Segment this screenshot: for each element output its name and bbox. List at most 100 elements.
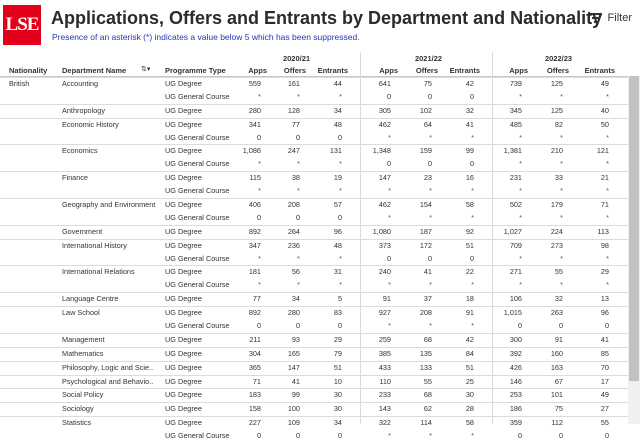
table-row[interactable]: UG General Course * * * * * * * * * bbox=[0, 279, 632, 292]
table-row[interactable]: Management UG Degree 211 93 29 259 68 42 300 91 41 bbox=[0, 332, 632, 347]
value-cell: 51 bbox=[465, 362, 474, 372]
table-row[interactable]: Anthropology UG Degree 280 128 34 305 102 32 345… bbox=[0, 103, 632, 118]
table-row[interactable]: Sociology UG Degree 158 100 30 143 62 28 186 75 27 bbox=[0, 402, 632, 416]
table-row[interactable]: UG General Course * * * 0 0 0 * * * bbox=[0, 253, 632, 266]
scrollbar-thumb[interactable] bbox=[629, 76, 639, 381]
value-cell: * bbox=[519, 212, 522, 222]
sort-icon[interactable]: ⇅▾ bbox=[141, 66, 151, 73]
value-cell: 25 bbox=[465, 376, 474, 386]
value-cell: 305 bbox=[378, 105, 391, 115]
table-row[interactable]: Social Policy UG Degree 183 99 30 233 68 30 253 1… bbox=[0, 388, 632, 402]
value-cell: * bbox=[519, 253, 522, 263]
col-header-entrants[interactable]: Entrants bbox=[449, 66, 480, 75]
value-cell: 0 bbox=[337, 212, 342, 222]
programme-cell: UG General Course bbox=[165, 91, 230, 101]
table-row[interactable]: UG General Course 0 0 0 * * * * * * bbox=[0, 132, 632, 145]
value-cell: 32 bbox=[554, 294, 563, 304]
col-header-entrants[interactable]: Entrants bbox=[317, 66, 348, 75]
col-header-department[interactable]: Department Name bbox=[62, 66, 127, 75]
table-row[interactable]: Psychological and Behavio.. UG Degree 71 41… bbox=[0, 374, 632, 389]
value-cell: * bbox=[560, 91, 563, 101]
table-row[interactable]: Finance UG Degree 115 38 19 147 23 16 231 33 21 bbox=[0, 171, 632, 185]
value-cell: 0 bbox=[604, 321, 609, 331]
year-divider bbox=[360, 52, 361, 424]
programme-cell: UG Degree bbox=[165, 362, 202, 372]
table-row[interactable]: UG General Course 0 0 0 * * * * * * bbox=[0, 212, 632, 225]
department-cell: Accounting bbox=[62, 79, 99, 88]
value-cell: 82 bbox=[554, 119, 563, 129]
table-row[interactable]: Economic History UG Degree 341 77 48 462 64 41 4… bbox=[0, 117, 632, 132]
value-cell: 0 bbox=[469, 91, 474, 101]
value-cell: 1,381 bbox=[503, 146, 522, 156]
value-cell: 44 bbox=[333, 79, 342, 88]
table-row[interactable]: British Accounting UG Degree 559 161 44 641 75 4… bbox=[0, 77, 632, 91]
value-cell: 16 bbox=[465, 173, 474, 183]
department-cell: Government bbox=[62, 226, 103, 236]
programme-cell: UG Degree bbox=[165, 418, 202, 428]
value-cell: * bbox=[606, 212, 609, 222]
col-header-offers[interactable]: Offers bbox=[415, 66, 438, 75]
value-cell: 41 bbox=[465, 119, 474, 129]
value-cell: 208 bbox=[287, 200, 300, 210]
table-row[interactable]: Government UG Degree 892 264 96 1,080 187 92 1,0… bbox=[0, 224, 632, 239]
table-row[interactable]: UG General Course 0 0 0 * * * 0 0 0 bbox=[0, 430, 632, 443]
col-header-programme[interactable]: Programme Type bbox=[165, 66, 226, 75]
value-cell: * bbox=[429, 431, 432, 441]
value-cell: 0 bbox=[517, 321, 522, 331]
value-cell: 0 bbox=[469, 253, 474, 263]
col-header-entrants[interactable]: Entrants bbox=[584, 66, 615, 75]
value-cell: 263 bbox=[550, 308, 563, 318]
value-cell: 70 bbox=[600, 362, 609, 372]
value-cell: * bbox=[606, 186, 609, 196]
table-row[interactable]: Mathematics UG Degree 304 165 79 385 135 84 392 1… bbox=[0, 346, 632, 361]
value-cell: 112 bbox=[551, 418, 563, 428]
programme-cell: UG Degree bbox=[165, 240, 202, 250]
table-row[interactable]: Law School UG Degree 892 280 83 927 208 91 1,015… bbox=[0, 306, 632, 320]
table-row[interactable]: UG General Course * * * 0 0 0 * * * bbox=[0, 158, 632, 171]
value-cell: 58 bbox=[465, 418, 474, 428]
table-row[interactable]: Language Centre UG Degree 77 34 5 91 37 18 106 32… bbox=[0, 292, 632, 306]
table-row[interactable]: International Relations UG Degree 181 56 31 2… bbox=[0, 265, 632, 279]
value-cell: 68 bbox=[423, 334, 432, 344]
value-cell: 0 bbox=[337, 132, 342, 142]
department-cell: Geography and Environment bbox=[62, 200, 156, 210]
table-row[interactable]: UG General Course 0 0 0 * * * 0 0 0 bbox=[0, 320, 632, 333]
col-header-offers[interactable]: Offers bbox=[546, 66, 569, 75]
value-cell: 264 bbox=[287, 226, 300, 236]
table-row[interactable]: Philosophy, Logic and Scie.. UG Degree 365… bbox=[0, 360, 632, 375]
table-row[interactable]: UG General Course * * * * * * * * * bbox=[0, 185, 632, 198]
value-cell: 0 bbox=[337, 431, 342, 441]
value-cell: * bbox=[471, 212, 474, 222]
value-cell: 739 bbox=[509, 79, 522, 88]
value-cell: 0 bbox=[295, 212, 300, 222]
programme-cell: UG General Course bbox=[165, 431, 230, 441]
value-cell: 21 bbox=[600, 173, 609, 183]
value-cell: 158 bbox=[248, 404, 261, 414]
value-cell: 280 bbox=[248, 105, 261, 115]
filter-button[interactable]: Filter bbox=[589, 12, 632, 24]
programme-cell: UG Degree bbox=[165, 267, 202, 277]
col-header-apps[interactable]: Apps bbox=[379, 66, 398, 75]
col-header-offers[interactable]: Offers bbox=[283, 66, 306, 75]
table-row[interactable]: Geography and Environment UG Degree 406 208… bbox=[0, 198, 632, 212]
vertical-scrollbar[interactable] bbox=[628, 76, 640, 424]
value-cell: 165 bbox=[287, 348, 300, 358]
value-cell: 27 bbox=[600, 404, 609, 414]
col-header-apps[interactable]: Apps bbox=[248, 66, 267, 75]
department-cell: International Relations bbox=[62, 267, 135, 277]
value-cell: 1,080 bbox=[372, 226, 391, 236]
table-row[interactable]: UG General Course * * * 0 0 0 * * * bbox=[0, 91, 632, 104]
value-cell: 91 bbox=[465, 308, 474, 318]
value-cell: * bbox=[471, 186, 474, 196]
value-cell: 128 bbox=[287, 105, 300, 115]
value-cell: 91 bbox=[382, 294, 391, 304]
table-row[interactable]: International History UG Degree 347 236 48 37… bbox=[0, 238, 632, 253]
value-cell: * bbox=[519, 132, 522, 142]
value-cell: * bbox=[560, 132, 563, 142]
value-cell: 187 bbox=[419, 226, 432, 236]
table-row[interactable]: Economics UG Degree 1,086 247 131 1,348 159 99 1… bbox=[0, 144, 632, 158]
col-header-nationality[interactable]: Nationality bbox=[9, 66, 48, 75]
col-header-apps[interactable]: Apps bbox=[509, 66, 528, 75]
table-row[interactable]: Statistics UG Degree 227 109 34 322 114 58 359 11… bbox=[0, 416, 632, 430]
programme-cell: UG Degree bbox=[165, 308, 202, 318]
